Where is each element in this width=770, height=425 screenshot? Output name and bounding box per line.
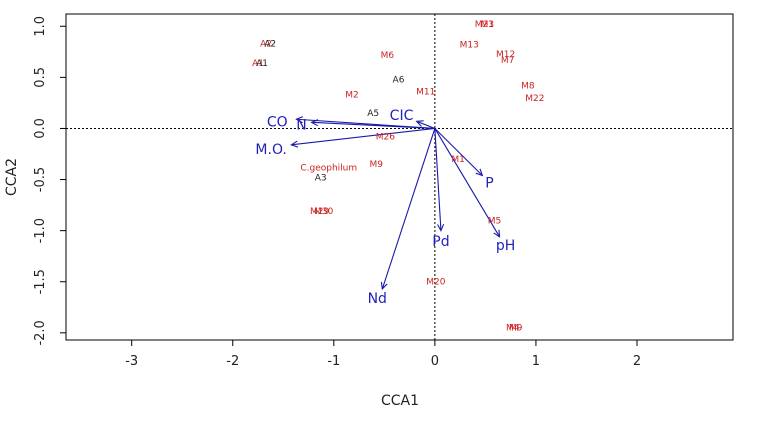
fungus-label: M8 <box>521 82 535 92</box>
y-tick-label: -1.5 <box>33 269 48 294</box>
x-tick-label: -3 <box>125 354 138 369</box>
arrow-head <box>295 116 304 124</box>
fungus-label: M30 <box>314 207 333 217</box>
arrow-label: pH <box>496 238 515 254</box>
arrow-head <box>290 140 299 148</box>
fungus-label: A1 <box>252 59 264 69</box>
x-axis-title: CCA1 <box>381 393 419 409</box>
x-tick-label: -1 <box>327 354 340 369</box>
arrow-head <box>493 229 501 238</box>
y-axis-title: CCA2 <box>4 158 20 196</box>
arrow-head <box>380 281 388 291</box>
x-axis: -3 -2 -1 0 1 2 <box>125 340 641 369</box>
arrow-label: CIC <box>390 108 414 124</box>
fungus-label: M4 <box>506 324 520 334</box>
y-tick-label: -2.0 <box>33 320 48 345</box>
arrow-head <box>415 120 424 127</box>
y-tick-label: 0.5 <box>33 67 48 88</box>
environment-arrows: CO N M.O. CIC P Pd pH Nd <box>255 108 515 307</box>
fungus-label: M5 <box>488 216 502 226</box>
fungus-label: M12 <box>496 50 515 60</box>
y-tick-label: 1.0 <box>33 16 48 37</box>
arrow-pd <box>434 128 442 231</box>
fungus-label: M13 <box>460 41 479 51</box>
fungus-label: M9 <box>509 324 523 334</box>
y-tick-label: -0.5 <box>33 167 48 192</box>
x-tick-label: 0 <box>431 354 439 369</box>
arrow-label: Nd <box>368 291 387 307</box>
x-tick-label: -2 <box>226 354 239 369</box>
arrow-head <box>475 168 484 177</box>
x-tick-label: 2 <box>633 354 641 369</box>
site-label: A5 <box>367 109 379 119</box>
fungus-label: M9 <box>370 160 384 170</box>
fungus-label: M6 <box>381 51 395 61</box>
fungus-label: M26 <box>376 133 395 143</box>
y-tick-label: 0.0 <box>33 118 48 139</box>
fungus-label: M7 <box>501 56 515 66</box>
site-label: A2 <box>264 40 276 50</box>
arrow-label: P <box>485 176 493 192</box>
fungus-label: M1 <box>451 155 465 165</box>
arrow-label: CO <box>267 114 288 130</box>
arrow-head <box>310 119 319 127</box>
y-axis: -2.0 -1.5 -1.0 -0.5 0.0 0.5 1.0 <box>33 16 66 346</box>
arrow-p <box>434 128 483 176</box>
fungus-label: M3 <box>481 20 495 30</box>
arrow-label: Pd <box>432 234 449 250</box>
fungus-label: M2 <box>345 91 359 101</box>
fungus-label: M20 <box>426 278 445 288</box>
site-label: A1 <box>256 59 268 69</box>
fungus-label: A2 <box>260 40 272 50</box>
arrow-ph <box>434 128 501 238</box>
site-label: A3 <box>315 174 327 184</box>
arrow-nd <box>381 128 436 290</box>
fungus-label: M21 <box>475 20 494 30</box>
arrow-n <box>311 121 435 130</box>
plot-frame <box>65 13 734 341</box>
y-tick-label: -1.0 <box>33 218 48 243</box>
arrow-mo <box>291 127 435 146</box>
fungus-label: C.geophilum <box>300 163 357 173</box>
arrow-label: M.O. <box>255 142 286 158</box>
reference-lines <box>66 14 733 340</box>
arrow-head <box>437 223 445 232</box>
fungus-label: M11 <box>416 88 435 98</box>
fungus-label: M22 <box>525 94 544 104</box>
arrow-cic <box>416 120 436 129</box>
site-label: A6 <box>393 75 405 85</box>
fungus-label: M29 <box>310 207 329 217</box>
arrow-label: N <box>296 117 306 133</box>
x-tick-label: 1 <box>532 354 540 369</box>
